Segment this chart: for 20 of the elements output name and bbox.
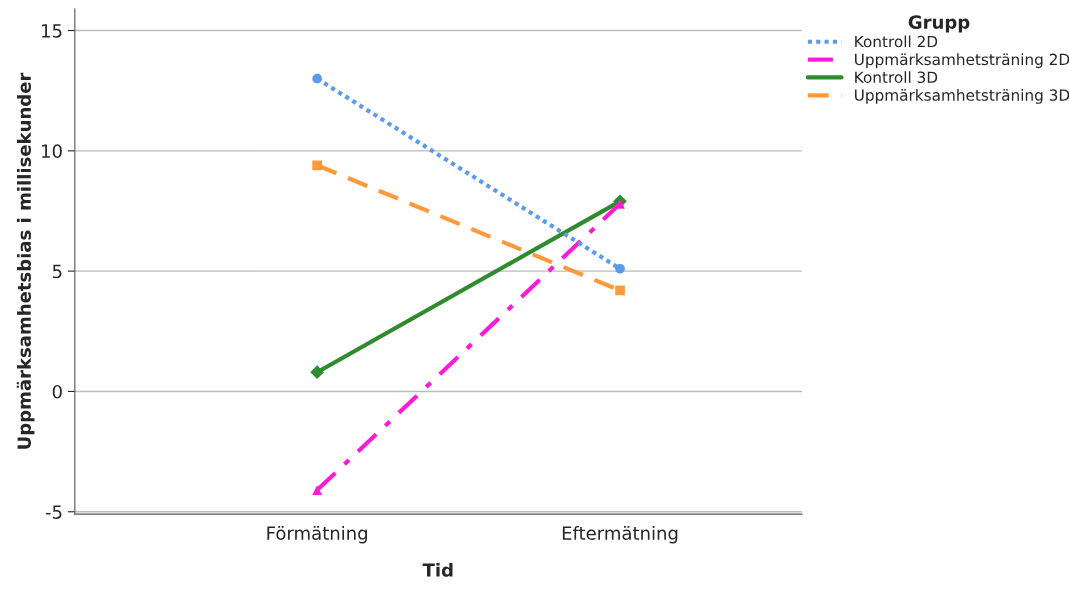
y-tick-label: 10 [42, 144, 62, 158]
point [312, 160, 322, 171]
point [615, 263, 625, 274]
legend-label: Kontroll 3D [855, 71, 938, 84]
legend-title: Grupp [908, 15, 970, 33]
x-tick-label: Förmätning [267, 525, 367, 544]
y-tick-label: 5 [52, 264, 62, 279]
legend-label: Kontroll 2D [855, 35, 938, 48]
x-tick-label: Eftermätning [562, 525, 678, 544]
x-axis-title: Tid [422, 562, 453, 577]
y-tick-label: 15 [42, 24, 62, 38]
y-tick-label: -5 [45, 505, 62, 519]
y-tick-label: 0 [52, 384, 62, 399]
point [615, 285, 625, 296]
point [310, 365, 325, 380]
point [312, 485, 322, 495]
y-axis-title: Uppmärksamhetsbias i millisekunder [16, 72, 35, 449]
point [312, 73, 322, 84]
legend-label: Uppmärksamhetsträning 3D [855, 89, 1069, 104]
legend-label: Uppmärksamhetsträning 2D [855, 53, 1069, 69]
